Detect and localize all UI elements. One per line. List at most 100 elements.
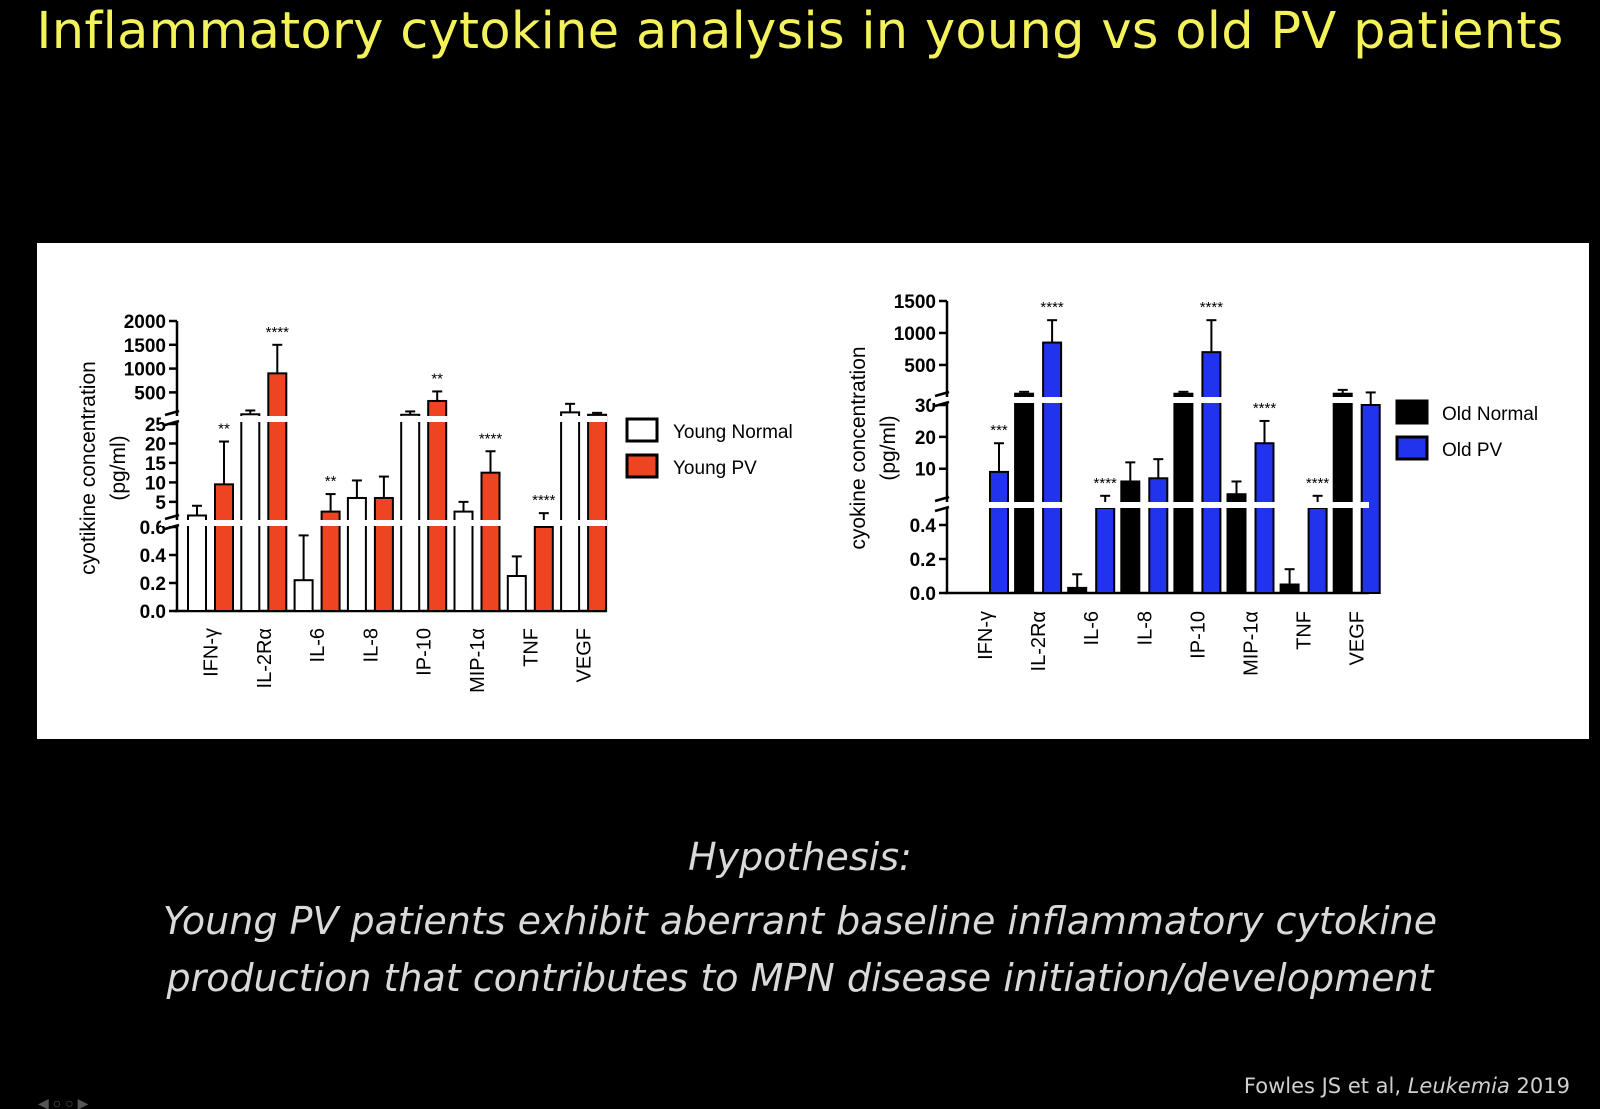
axis-break-gap bbox=[931, 397, 1369, 403]
axis-break-mark bbox=[934, 390, 950, 398]
figure-panel: cyotikine concentration (pg/ml) 0.0 0.2 0.4 0… bbox=[37, 243, 1589, 739]
x-tick-label: IFN-γ bbox=[975, 611, 997, 660]
y-tick-label: 15 bbox=[145, 454, 167, 475]
bar bbox=[1173, 392, 1194, 594]
bar bbox=[533, 526, 554, 612]
axis-break-mark bbox=[164, 513, 180, 521]
bar bbox=[187, 514, 207, 613]
significance-label: **** bbox=[479, 430, 503, 447]
axis-break-gap bbox=[161, 520, 607, 526]
x-tick-label: IL-6 bbox=[307, 628, 329, 662]
legend-swatch bbox=[1395, 399, 1429, 425]
x-tick-label: IL-2Rα bbox=[1028, 611, 1050, 671]
y-tick-label: 2000 bbox=[124, 312, 166, 333]
y-tick-label: 0.6 bbox=[140, 518, 166, 539]
bar bbox=[1279, 583, 1300, 594]
significance-label: **** bbox=[1306, 475, 1330, 492]
bar bbox=[1014, 392, 1035, 594]
bar bbox=[1148, 477, 1169, 594]
x-tick-label: MIP-1α bbox=[467, 628, 489, 693]
hypothesis-heading: Hypothesis: bbox=[688, 835, 912, 879]
x-tick-label: MIP-1α bbox=[1241, 611, 1263, 676]
significance-label: **** bbox=[1200, 299, 1224, 316]
y-tick-label: 1500 bbox=[894, 292, 936, 313]
y-tick-label: 0.4 bbox=[910, 516, 937, 537]
significance-label: **** bbox=[1094, 475, 1118, 492]
x-tick-label: IL-2Rα bbox=[254, 628, 276, 688]
citation-journal: Leukemia bbox=[1407, 1074, 1510, 1098]
bar bbox=[1201, 351, 1222, 594]
x-tick-label: IL-8 bbox=[1134, 611, 1156, 645]
x-tick-label: VEGF bbox=[1347, 611, 1369, 665]
y-axis-label: cyotikine concentration bbox=[77, 361, 100, 575]
legend-swatch bbox=[625, 417, 659, 443]
citation-authors: Fowles JS et al, bbox=[1243, 1074, 1408, 1098]
significance-label: ** bbox=[431, 370, 443, 387]
y-axis-label: (pg/ml) bbox=[877, 415, 900, 480]
bar bbox=[453, 510, 474, 612]
y-tick-label: 10 bbox=[915, 460, 936, 481]
y-axis-label: cyokine concentration bbox=[847, 346, 870, 549]
legend-label: Young Normal bbox=[673, 422, 793, 443]
bar bbox=[1360, 404, 1381, 594]
x-tick-label: IP-10 bbox=[1187, 611, 1209, 659]
x-tick-label: TNF bbox=[520, 628, 542, 667]
slide-title: Inflammatory cytokine analysis in young … bbox=[36, 2, 1564, 61]
bar bbox=[320, 510, 341, 612]
legend-swatch bbox=[1395, 435, 1429, 461]
bar bbox=[267, 372, 288, 612]
x-tick-label: TNF bbox=[1294, 611, 1316, 650]
y-tick-label: 1000 bbox=[894, 324, 936, 345]
axis-break-gap bbox=[161, 416, 607, 422]
bar bbox=[989, 470, 1009, 594]
legend-label: Old PV bbox=[1442, 440, 1503, 461]
y-tick-label: 5 bbox=[155, 493, 166, 514]
axis-break-mark bbox=[934, 505, 950, 513]
y-tick-label: 1500 bbox=[124, 336, 166, 357]
significance-label: **** bbox=[1253, 400, 1277, 417]
bar bbox=[587, 413, 608, 612]
chart-1: cyotikine concentration (pg/ml) 0.0 0.2 0.4 0… bbox=[77, 312, 793, 693]
bar bbox=[1226, 493, 1247, 594]
hypothesis-line-1: Young PV patients exhibit aberrant basel… bbox=[162, 899, 1438, 943]
y-tick-label: 500 bbox=[904, 356, 936, 377]
axis-break-mark bbox=[934, 495, 950, 503]
x-tick-label: IP-10 bbox=[414, 628, 436, 676]
x-tick-label: IL-8 bbox=[360, 628, 382, 662]
y-tick-label: 500 bbox=[134, 383, 166, 404]
hypothesis-line-2: production that contributes to MPN disea… bbox=[166, 956, 1434, 1000]
bar bbox=[214, 483, 234, 612]
bar bbox=[1254, 442, 1275, 594]
x-tick-label: IFN-γ bbox=[201, 628, 223, 677]
bar bbox=[1332, 392, 1353, 594]
x-tick-label: VEGF bbox=[574, 628, 596, 682]
bar bbox=[427, 399, 448, 612]
bar bbox=[293, 579, 314, 613]
y-tick-label: 0.2 bbox=[910, 550, 936, 571]
axis-break-mark bbox=[164, 523, 180, 531]
axis-break-gap bbox=[931, 502, 1369, 508]
slide-nav-controls[interactable]: ◀○○▶ bbox=[38, 1097, 93, 1109]
bar bbox=[560, 411, 581, 612]
figure-charts: cyotikine concentration (pg/ml) 0.0 0.2 0.4 0… bbox=[77, 292, 1538, 693]
y-tick-label: 0.4 bbox=[140, 546, 167, 567]
significance-label: **** bbox=[1040, 299, 1064, 316]
citation-year: 2019 bbox=[1509, 1074, 1570, 1098]
y-tick-label: 0.0 bbox=[140, 602, 166, 623]
axis-break-mark bbox=[934, 400, 950, 408]
y-tick-label: 1000 bbox=[124, 360, 166, 381]
significance-label: ** bbox=[218, 421, 230, 438]
bar bbox=[240, 413, 261, 612]
significance-label: **** bbox=[532, 492, 556, 509]
legend-swatch bbox=[625, 453, 659, 479]
bar bbox=[1067, 586, 1088, 594]
citation: Fowles JS et al, Leukemia 2019 bbox=[1244, 1074, 1570, 1098]
y-axis-label: (pg/ml) bbox=[107, 435, 130, 500]
y-tick-label: 20 bbox=[145, 434, 166, 455]
bar bbox=[1120, 480, 1141, 594]
y-tick-label: 0.2 bbox=[140, 574, 166, 595]
y-tick-label: 20 bbox=[915, 428, 936, 449]
bar bbox=[480, 471, 501, 612]
x-tick-label: IL-6 bbox=[1081, 611, 1103, 645]
significance-label: ** bbox=[325, 473, 337, 490]
